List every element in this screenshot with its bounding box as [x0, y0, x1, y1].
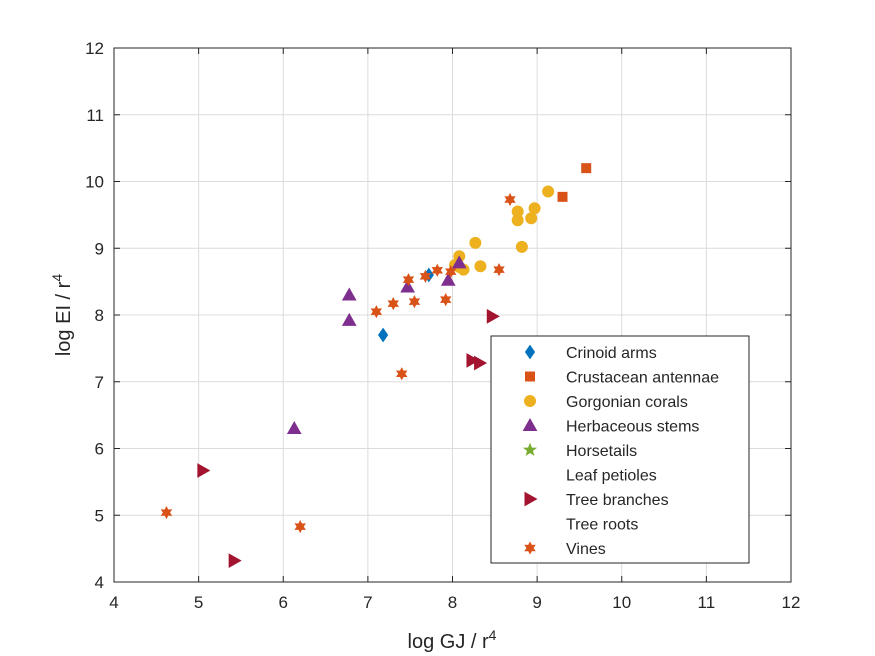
- legend-label-vines: Vines: [566, 541, 606, 558]
- legend-label-tree-branches: Tree branches: [566, 492, 669, 509]
- herbaceous-stems-point: [341, 287, 357, 301]
- y-axis: 4 5 6 7 8 9 10 11 12: [85, 39, 791, 592]
- data-points: [160, 163, 592, 568]
- gorgonian-corals-point: [528, 202, 541, 215]
- herbaceous-stems-point: [451, 255, 467, 269]
- vines-point: [419, 269, 432, 283]
- y-tick-label: 6: [95, 440, 104, 459]
- crinoid-arms-point: [377, 327, 389, 343]
- y-tick-label: 10: [85, 173, 104, 192]
- legend-marker-crinoid-arms: [524, 344, 536, 360]
- tree-branches-point: [466, 353, 480, 368]
- herbaceous-stems-point: [400, 279, 416, 293]
- x-tick-label: 12: [782, 593, 801, 612]
- x-tick-label: 4: [109, 593, 118, 612]
- vines-point: [396, 367, 408, 381]
- legend-label-gorgonian-corals: Gorgonian corals: [566, 394, 688, 411]
- vines-point: [408, 295, 421, 309]
- legend-marker-herbaceous-stems: [522, 417, 538, 431]
- y-tick-label: 4: [95, 573, 104, 592]
- y-tick-label: 11: [86, 106, 104, 125]
- herbaceous-stems-point: [440, 272, 456, 286]
- x-tick-label: 5: [194, 593, 203, 612]
- gorgonian-corals-point: [542, 185, 555, 198]
- legend-label-leaf-petioles: Leaf petioles: [566, 468, 657, 485]
- legend-marker-crustacean-antennae: [525, 371, 535, 382]
- x-tick-label: 6: [279, 593, 288, 612]
- tree-branches-point: [474, 355, 488, 371]
- herbaceous-stems-point: [286, 420, 302, 434]
- x-tick-label: 8: [448, 593, 457, 612]
- vines-point: [387, 297, 399, 311]
- y-tick-label: 5: [95, 506, 104, 525]
- y-tick-label: 8: [95, 306, 104, 325]
- crustacean-antennae-point: [581, 163, 592, 174]
- vines-point: [504, 192, 516, 207]
- y-tick-label: 12: [85, 39, 104, 58]
- legend-marker-gorgonian-corals: [524, 395, 536, 407]
- legend-label-herbaceous-stems: Herbaceous stems: [566, 419, 699, 436]
- x-tick-label: 11: [698, 593, 716, 612]
- vines-point: [431, 263, 443, 277]
- gorgonian-corals-point: [515, 240, 528, 253]
- legend-marker-horsetails: [522, 442, 538, 457]
- legend-marker-vines: [524, 541, 536, 555]
- legend-label-horsetails: Horsetails: [566, 443, 637, 460]
- x-axis: 4 5 6 7 8 9 10 11 12: [109, 48, 800, 612]
- herbaceous-stems-point: [341, 312, 357, 326]
- vines-point: [445, 265, 457, 279]
- vines-point: [370, 305, 383, 319]
- vines-point: [440, 293, 452, 307]
- tree-branches-point: [486, 308, 500, 324]
- tree-branches-point: [197, 463, 211, 478]
- y-tick-label: 9: [95, 239, 104, 258]
- vines-point: [160, 505, 173, 520]
- x-tick-label: 9: [532, 593, 541, 612]
- legend-marker-tree-branches: [524, 491, 538, 507]
- vines-point: [294, 520, 306, 534]
- legend-label-crinoid-arms: Crinoid arms: [566, 345, 657, 362]
- gorgonian-corals-point: [511, 214, 524, 227]
- legend: Crinoid arms Crustacean antennae Gorgonian…: [490, 335, 750, 564]
- gorgonian-corals-point: [474, 260, 487, 273]
- legend-label-crustacean-antennae: Crustacean antennae: [566, 370, 719, 387]
- x-axis-label: log GJ / r4: [408, 627, 497, 653]
- y-axis-label: log EI / r4: [49, 274, 75, 356]
- vines-point: [493, 263, 505, 277]
- gorgonian-corals-point: [469, 236, 482, 249]
- gorgonian-corals-point: [525, 212, 538, 225]
- crustacean-antennae-point: [557, 191, 568, 202]
- x-tick-label: 10: [612, 593, 631, 612]
- legend-label-tree-roots: Tree roots: [566, 517, 638, 534]
- tree-branches-point: [228, 553, 242, 568]
- x-tick-label: 7: [363, 593, 372, 612]
- vines-point: [402, 273, 415, 287]
- y-tick-label: 7: [95, 373, 104, 392]
